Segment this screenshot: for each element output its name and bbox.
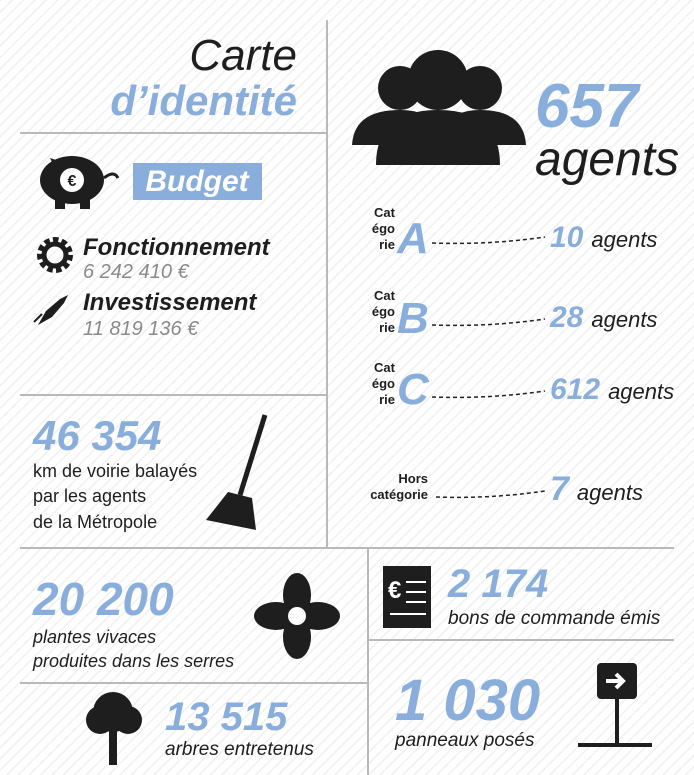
plantes-value: 20 200 [32,573,174,625]
voirie-line: de la Métropole [33,512,157,532]
category-label: rie [379,392,395,407]
title-line2: d’identité [110,77,297,124]
category-a: Cat égo rie A 10 agents [372,205,658,263]
flower-icon [254,573,340,659]
arrow [431,318,546,327]
receipt-icon: € [383,566,431,628]
panneaux-label: panneaux posés [394,730,535,751]
value: 7 [550,470,571,508]
unit: agents [577,480,643,505]
piggy-icon: € [40,156,120,209]
plantes-line: plantes vivaces [32,627,156,647]
value: 28 [549,301,584,334]
category-b: Cat égo rie B 28 agents [372,288,658,343]
category-letter: C [397,365,430,414]
category-label: Hors [398,471,428,486]
tree-icon [86,692,142,765]
title-line1: Carte [189,31,297,80]
category-label: catégorie [370,487,428,502]
arbres-label: arbres entretenus [165,739,314,760]
unit: agents [591,227,657,252]
value: 612 [550,373,600,406]
category-value: 7 agents [550,470,643,508]
panneaux-value: 1 030 [395,668,540,733]
dividers [20,20,674,775]
voirie-value: 46 354 [32,412,161,459]
unit: agents [608,379,674,404]
broom-icon [206,414,268,530]
rocket-icon [33,295,68,325]
plantes-line: produites dans les serres [32,651,234,671]
category-label: Cat [374,205,396,220]
category-label: Cat [374,288,396,303]
category-hors: Hors catégorie 7 agents [370,470,643,508]
arrow [431,390,546,399]
category-letter: B [397,294,429,343]
budget-item-label: Fonctionnement [83,234,271,261]
arrow [431,236,546,245]
svg-text:€: € [388,577,401,604]
budget-item-label: Investissement [83,289,257,316]
budget-title: Budget [145,165,250,198]
category-label: égo [372,304,395,319]
people-icon [352,50,526,165]
category-label: Cat [374,360,396,375]
category-letter: A [396,214,429,263]
commandes-value: 2 174 [447,562,548,606]
category-label: égo [372,221,395,236]
category-c: Cat égo rie C 612 agents [372,360,674,414]
category-value: 10 agents [550,221,657,254]
budget-box [133,163,262,200]
svg-text:€: € [68,173,77,190]
commandes-label: bons de commande émis [448,608,661,629]
budget-item-amount: 6 242 410 € [83,261,190,283]
arbres-value: 13 515 [165,695,288,739]
category-label: rie [379,320,395,335]
voirie-line: par les agents [33,486,146,506]
agents-total: 657 [535,72,641,141]
category-label: égo [372,376,395,391]
category-label: rie [379,237,395,252]
category-value: 28 agents [549,301,657,334]
category-value: 612 agents [550,373,674,406]
unit: agents [591,307,657,332]
gear-icon [37,237,73,273]
budget-item-amount: 11 819 136 € [83,318,199,340]
agents-total-label: agents [535,133,679,186]
value: 10 [550,221,584,254]
voirie-line: km de voirie balayés [33,461,197,481]
sign-icon [578,663,652,747]
